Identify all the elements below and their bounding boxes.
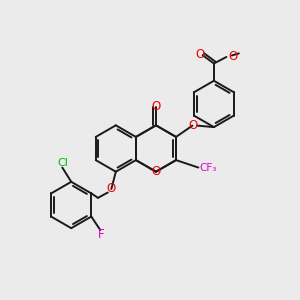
Text: F: F bbox=[98, 228, 104, 241]
Text: O: O bbox=[107, 182, 116, 195]
Text: O: O bbox=[151, 100, 160, 113]
Text: CF₃: CF₃ bbox=[200, 163, 217, 172]
Text: O: O bbox=[196, 48, 205, 61]
Text: O: O bbox=[228, 50, 237, 63]
Text: O: O bbox=[188, 119, 198, 132]
Text: Cl: Cl bbox=[57, 158, 68, 168]
Text: O: O bbox=[151, 165, 160, 178]
